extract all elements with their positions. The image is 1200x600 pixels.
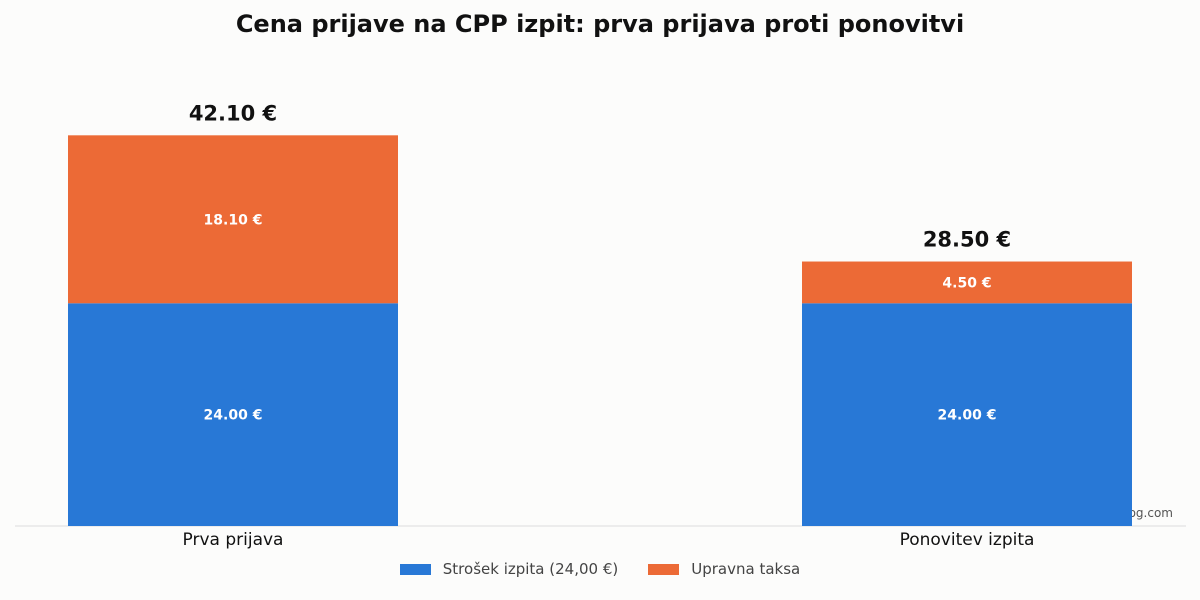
x-tick-label-first-application: Prva prijava [183, 530, 284, 550]
chart-title: Cena prijave na CPP izpit: prva prijava … [235, 10, 965, 38]
total-label-exam-repeat: 28.50 € [923, 228, 1011, 252]
legend-item-admin-fee: Upravna taksa [648, 560, 800, 578]
legend-label-exam-cost: Strošek izpita (24,00 €) [442, 560, 619, 578]
legend: Strošek izpita (24,00 €) Upravna taksa [0, 560, 1200, 578]
bar-admin-fee-exam-repeat [802, 261, 1132, 304]
bar-value-label-exam-cost-exam-repeat: 24.00 € [938, 408, 997, 424]
bar-value-label-admin-fee-exam-repeat: 4.50 € [942, 275, 991, 291]
legend-label-admin-fee: Upravna taksa [691, 560, 801, 578]
bar-exam-cost-first-application [68, 303, 398, 526]
legend-swatch-exam-cost [399, 563, 431, 575]
bar-admin-fee-first-application [68, 135, 398, 304]
legend-item-exam-cost: Strošek izpita (24,00 €) [399, 560, 619, 578]
bar-value-label-exam-cost-first-application: 24.00 € [204, 408, 263, 424]
legend-swatch-admin-fee [648, 563, 680, 575]
x-tick-label-exam-repeat: Ponovitev izpita [900, 530, 1035, 550]
bar-exam-cost-exam-repeat [802, 303, 1132, 526]
total-label-first-application: 42.10 € [189, 101, 277, 125]
bar-value-label-admin-fee-first-application: 18.10 € [204, 212, 263, 228]
